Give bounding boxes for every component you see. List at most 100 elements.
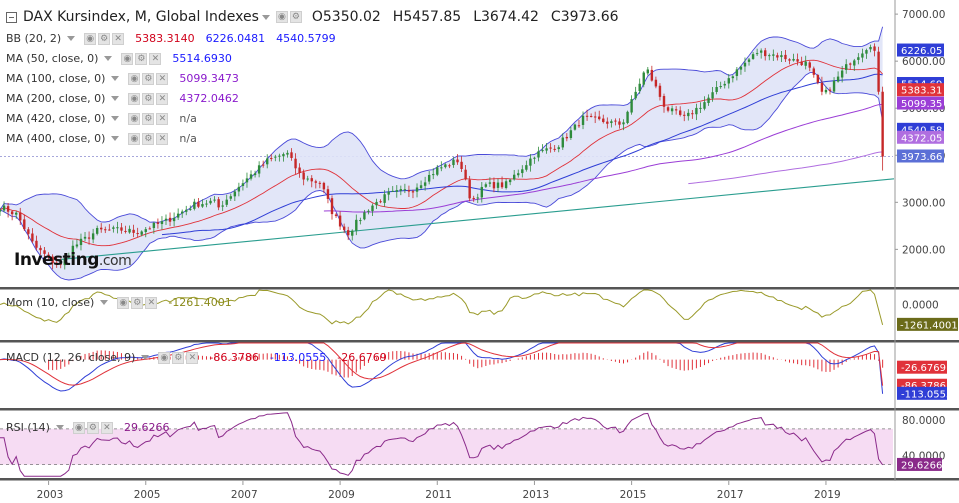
close-icon[interactable]: ✕ <box>149 52 162 65</box>
macd-value-label: -86.3786 <box>901 381 946 392</box>
candle-body <box>245 178 249 183</box>
candle-body <box>634 91 637 99</box>
collapse-icon[interactable] <box>6 11 17 23</box>
time-axis[interactable]: 2003 2005 2007 2009 2011 2013 2015 2017 2019 <box>37 481 841 501</box>
candle-body <box>39 247 42 251</box>
chevron-down-icon[interactable] <box>111 136 120 141</box>
candle-body <box>322 182 326 190</box>
indicator-name: BB (20, 2) <box>6 32 62 45</box>
instrument-title[interactable]: DAX Kursindex, M, Global Indexes <box>23 9 259 25</box>
candle-body <box>517 173 520 176</box>
gear-icon[interactable]: ⚙ <box>135 52 148 65</box>
time-tick-label: 2015 <box>620 489 647 501</box>
candle-body <box>132 229 135 233</box>
candle-body <box>662 96 666 107</box>
chevron-down-icon[interactable] <box>104 56 113 61</box>
indicator-value: -86.3786 <box>209 351 259 364</box>
candle-body <box>419 185 423 189</box>
macd-value-box <box>897 360 947 374</box>
eye-icon[interactable]: ◉ <box>117 296 130 309</box>
candle-body <box>63 258 66 266</box>
eye-icon[interactable]: ◉ <box>84 32 97 45</box>
gear-icon[interactable]: ⚙ <box>142 72 155 85</box>
candle-body <box>189 208 192 210</box>
price-tick-label: 7000.00 <box>902 9 945 21</box>
candle-body <box>598 116 601 120</box>
candle-body <box>83 236 87 239</box>
eye-icon[interactable]: ◉ <box>128 132 141 145</box>
chevron-down-icon[interactable] <box>100 300 109 305</box>
indicator-header[interactable]: MA (420, close, 0) ◉ ⚙ ✕ n/a <box>6 112 197 125</box>
indicator-header[interactable]: MA (50, close, 0) ◉ ⚙ ✕ 5514.6930 <box>6 52 232 65</box>
eye-icon[interactable]: ◉ <box>275 11 288 23</box>
candle-body <box>553 148 556 150</box>
close-icon[interactable]: ✕ <box>112 32 125 45</box>
value-label: 3973.66 <box>901 152 942 163</box>
price-pane[interactable] <box>0 26 895 281</box>
candle-body <box>626 111 629 124</box>
candle-body <box>120 227 123 231</box>
gear-icon[interactable]: ⚙ <box>142 92 155 105</box>
close-icon[interactable]: ✕ <box>156 112 169 125</box>
rsi-pane[interactable] <box>0 412 893 477</box>
eye-icon[interactable]: ◉ <box>158 351 171 364</box>
close-icon[interactable]: ✕ <box>156 132 169 145</box>
candle-body <box>278 155 281 157</box>
pane-separator <box>0 408 959 411</box>
candle-body <box>359 220 362 222</box>
gear-icon[interactable]: ⚙ <box>289 11 302 23</box>
eye-icon[interactable]: ◉ <box>121 52 134 65</box>
time-tick-label: 2011 <box>425 489 452 501</box>
gear-icon[interactable]: ⚙ <box>142 112 155 125</box>
candle-body <box>642 72 645 85</box>
candle-body <box>537 151 540 158</box>
eye-icon[interactable]: ◉ <box>128 92 141 105</box>
candle-body <box>302 172 305 180</box>
close-icon[interactable]: ✕ <box>186 351 199 364</box>
eye-icon[interactable]: ◉ <box>128 72 141 85</box>
candle-body <box>201 204 204 207</box>
chevron-down-icon[interactable] <box>141 355 150 360</box>
price-axis[interactable]: 2000.003000.004000.005000.006000.007000.… <box>0 0 959 481</box>
gear-icon[interactable]: ⚙ <box>131 296 144 309</box>
close-icon[interactable]: ✕ <box>145 296 158 309</box>
eye-icon[interactable]: ◉ <box>72 421 85 434</box>
candle-body <box>270 158 273 160</box>
candle-body <box>606 121 609 124</box>
candle-body <box>334 214 338 216</box>
eye-icon[interactable]: ◉ <box>128 112 141 125</box>
candle-body <box>666 107 670 111</box>
rsi-header[interactable]: RSI (14) ◉ ⚙ ✕ 29.6266 <box>6 421 169 434</box>
gear-icon[interactable]: ⚙ <box>86 421 99 434</box>
pane-separator <box>0 287 959 290</box>
candle-body <box>727 78 730 84</box>
close-icon[interactable]: ✕ <box>100 421 113 434</box>
chevron-down-icon[interactable] <box>111 76 120 81</box>
candle-body <box>703 102 706 109</box>
candle-body <box>67 256 71 258</box>
candle-body <box>589 115 593 117</box>
gear-icon[interactable]: ⚙ <box>98 32 111 45</box>
indicator-header[interactable]: MA (200, close, 0) ◉ ⚙ ✕ 4372.0462 <box>6 92 239 105</box>
rsi-tick-label: 80.0000 <box>902 415 945 427</box>
gear-icon[interactable]: ⚙ <box>172 351 185 364</box>
candle-body <box>861 53 864 58</box>
value-label: 4372.05 <box>901 133 942 144</box>
candle-body <box>849 63 852 65</box>
close-icon[interactable]: ✕ <box>156 92 169 105</box>
candle-body <box>751 54 755 59</box>
chevron-down-icon[interactable] <box>111 116 120 121</box>
candle-body <box>836 76 840 82</box>
gear-icon[interactable]: ⚙ <box>142 132 155 145</box>
macd-header[interactable]: MACD (12, 26, close, 9) ◉ ⚙ ✕ -86.3786 -113.0… <box>6 351 387 364</box>
candle-body <box>678 110 682 115</box>
indicator-header[interactable]: MA (400, close, 0) ◉ ⚙ ✕ n/a <box>6 132 197 145</box>
chevron-down-icon[interactable] <box>55 425 64 430</box>
chevron-down-icon[interactable] <box>67 36 76 41</box>
chevron-down-icon[interactable] <box>261 14 270 20</box>
indicator-header[interactable]: MA (100, close, 0) ◉ ⚙ ✕ 5099.3473 <box>6 72 239 85</box>
indicator-header[interactable]: BB (20, 2) ◉ ⚙ ✕ 5383.3140 6226.0481 4540.5799 <box>6 32 336 45</box>
momentum-header[interactable]: Mom (10, close) ◉ ⚙ ✕ -1261.4001 <box>6 296 232 309</box>
chevron-down-icon[interactable] <box>111 96 120 101</box>
close-icon[interactable]: ✕ <box>156 72 169 85</box>
